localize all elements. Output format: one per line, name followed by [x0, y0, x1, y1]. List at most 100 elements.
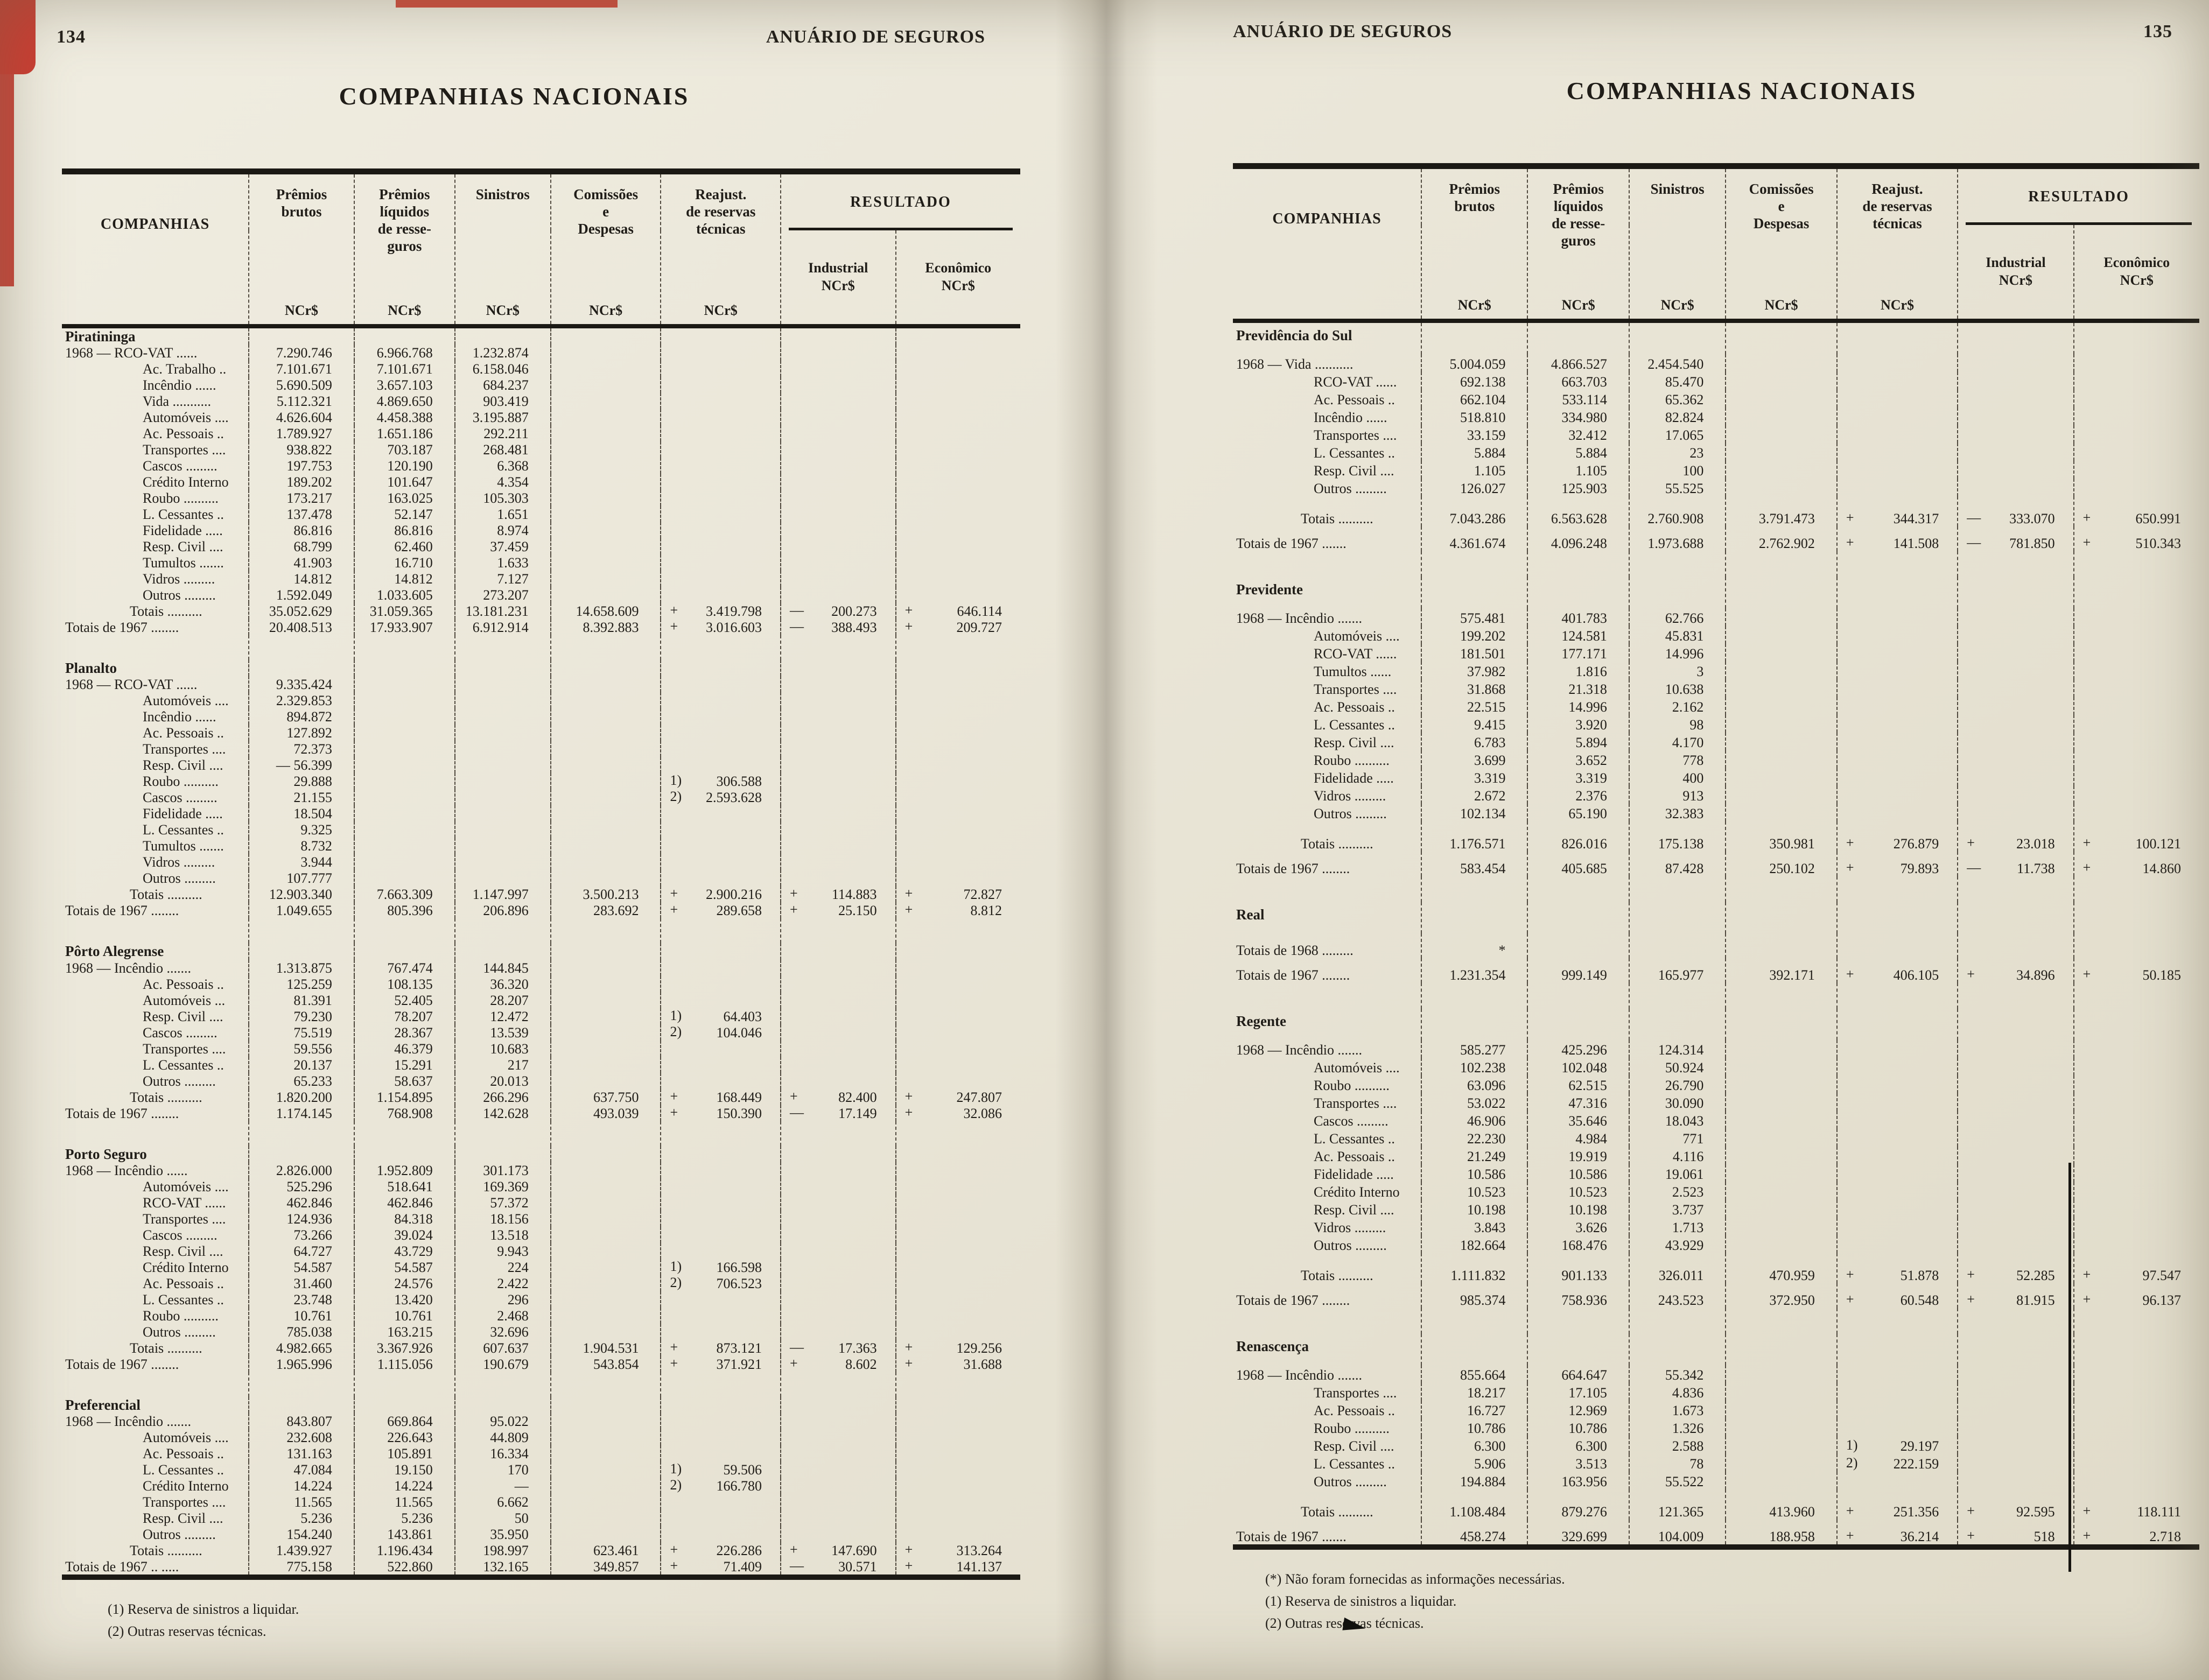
row-label: Resp. Civil ....: [143, 539, 223, 555]
cell-sinistros: [1628, 1009, 1726, 1040]
cell-sinistros: [454, 838, 551, 854]
row-label: Vida ...........: [143, 393, 211, 410]
cell-comissoes: [550, 1494, 661, 1510]
cell-premios-brutos: 5.112.321: [248, 393, 354, 410]
cell-industrial: [1957, 662, 2074, 679]
cell-economico: [895, 522, 1020, 539]
cell-reajuste: [1836, 577, 1958, 608]
table-row: Outros ......... 107.777: [62, 870, 1020, 887]
cell-reajuste: +406.105: [1836, 958, 1958, 983]
cell-premios-liquidos: 78.207: [353, 1008, 455, 1024]
row-label: Transportes ....: [1314, 1384, 1397, 1401]
cell-premios-liquidos: 767.474: [353, 959, 455, 976]
cell-economico: +313.264: [895, 1542, 1020, 1559]
cell-premios-brutos: *: [1421, 933, 1528, 958]
cell-comissoes: [1725, 1472, 1837, 1489]
cell-industrial: [780, 538, 896, 555]
cell-premios-brutos: 1.111.832: [1421, 1253, 1528, 1283]
cell-premios-liquidos: 663.703: [1527, 372, 1629, 390]
cell-premios-brutos: 4.361.674: [1421, 526, 1528, 551]
table-row: Totais de 1967 ........ 985.374 758.936 243…: [1233, 1283, 2199, 1308]
cell-sinistros: 1.147.997: [454, 886, 551, 903]
cell-reajuste: [660, 660, 781, 677]
row-label: Ac. Pessoais ..: [1314, 699, 1395, 715]
table-row: RCO-VAT ...... 181.501 177.171 14.996: [1233, 644, 2199, 662]
cell-economico: +650.991: [2073, 496, 2199, 526]
cell-sinistros: 1.633: [454, 554, 551, 571]
row-label: Resp. Civil ....: [143, 1243, 223, 1259]
cell-comissoes: 470.959: [1725, 1253, 1837, 1283]
row-label: L. Cessantes ..: [143, 1462, 224, 1478]
scan-artifact-red-corner: [0, 0, 36, 74]
table-row: RCO-VAT ...... 692.138 663.703 85.470: [1233, 372, 2199, 390]
col-header-industrial: Industrial NCr$: [780, 230, 896, 329]
cell-reajuste: [1836, 1111, 1958, 1129]
cell-sinistros: 65.362: [1628, 390, 1726, 407]
cell-economico: [895, 1145, 1020, 1162]
col-header-resultado: RESULTADO: [1957, 166, 2199, 225]
table-row: Resp. Civil .... — 56.399: [62, 757, 1020, 774]
cell-economico: [895, 838, 1020, 854]
cell-economico: [895, 1259, 1020, 1275]
cell-reajuste: [660, 1226, 781, 1243]
cell-economico: [895, 1323, 1020, 1340]
cell-premios-brutos: 194.884: [1421, 1472, 1528, 1489]
cell-comissoes: [550, 1445, 661, 1462]
cell-comissoes: [550, 870, 661, 887]
company-name-row: Preferencial: [62, 1396, 1020, 1414]
table-row: Fidelidade ..... 18.504: [62, 805, 1020, 822]
cell-industrial: [1957, 1164, 2074, 1182]
table-row: L. Cessantes .. 22.230 4.984 771: [1233, 1129, 2199, 1147]
table-row: 1968 — Incêndio ...... 2.826.000 1.952.809…: [62, 1162, 1020, 1178]
cell-comissoes: [1725, 321, 1837, 354]
cell-premios-liquidos: [1527, 933, 1629, 958]
cell-premios-brutos: 72.373: [248, 741, 354, 757]
cell-reajuste: [660, 345, 781, 361]
cell-economico: [895, 789, 1020, 806]
cell-premios-liquidos: [353, 676, 455, 693]
row-label: Outros .........: [1314, 805, 1387, 821]
cell-premios-brutos: 6.783: [1421, 733, 1528, 750]
row-label: Transportes ....: [143, 1494, 226, 1510]
table-header: COMPANHIAS Prêmios brutos NCr$ Prêmios lí…: [62, 171, 1020, 329]
row-label: Totais de 1968 .........: [1236, 942, 1354, 958]
cell-sinistros: [1628, 933, 1726, 958]
table-row: Ac. Pessoais .. 125.259 108.135 36.320: [62, 975, 1020, 992]
cell-comissoes: [550, 789, 661, 806]
cell-reajuste: [1836, 1218, 1958, 1235]
cell-premios-brutos: 3.843: [1421, 1218, 1528, 1235]
cell-comissoes: [1725, 1093, 1837, 1111]
table-row: Automóveis .... 199.202 124.581 45.831: [1233, 626, 2199, 644]
cell-comissoes: [1725, 1040, 1837, 1058]
cell-premios-liquidos: [353, 870, 455, 887]
cell-premios-liquidos: 54.587: [353, 1259, 455, 1275]
cell-sinistros: 3.737: [1628, 1200, 1726, 1218]
scan-artifact-red-strip: [396, 0, 618, 8]
row-label: 1968 — Incêndio .......: [1236, 1042, 1362, 1058]
row-label: Totais de 1967 ........: [65, 1105, 179, 1121]
row-label: Resp. Civil ....: [1314, 1438, 1394, 1454]
cell-comissoes: [550, 345, 661, 361]
row-label: Fidelidade .....: [1314, 770, 1394, 786]
cell-sinistros: 23: [1628, 443, 1726, 461]
cell-comissoes: [1725, 768, 1837, 786]
row-label: Transportes ....: [1314, 681, 1397, 697]
cell-sinistros: 14.996: [1628, 644, 1726, 662]
cell-comissoes: 543.854: [550, 1355, 661, 1372]
table-row: Totais .......... 1.176.571 826.016 175.138…: [1233, 821, 2199, 852]
table-row: Roubo .......... 63.096 62.515 26.790: [1233, 1076, 2199, 1093]
row-label: 1968 — Vida ...........: [1236, 356, 1354, 372]
cell-economico: [895, 506, 1020, 523]
cell-comissoes: [550, 1396, 661, 1414]
cell-industrial: —11.738: [1957, 852, 2074, 876]
cell-premios-liquidos: 17.105: [1527, 1383, 1629, 1401]
cell-premios-brutos: 9.415: [1421, 715, 1528, 733]
block-spacer: [62, 918, 1020, 944]
cell-reajuste: [660, 538, 781, 555]
cell-comissoes: [550, 854, 661, 870]
cell-economico: [895, 975, 1020, 992]
row-label: Cascos .........: [143, 1227, 218, 1243]
company-name-row: Regente: [1233, 1009, 2199, 1040]
cell-comissoes: [550, 708, 661, 725]
cell-premios-liquidos: 143.861: [353, 1526, 455, 1543]
